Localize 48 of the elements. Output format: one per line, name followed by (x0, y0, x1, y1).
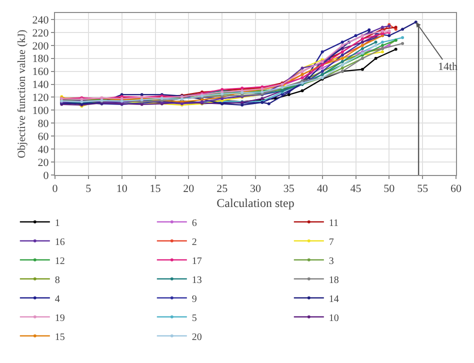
x-tick-label: 15 (150, 183, 162, 196)
x-tick-label: 35 (283, 183, 295, 196)
legend-label: 16 (54, 236, 65, 248)
legend-label: 1 (54, 218, 60, 229)
legend-label: 19 (54, 312, 65, 324)
y-tick-label: 40 (38, 144, 50, 156)
legend-label: 2 (192, 236, 197, 248)
x-tick-label: 0 (52, 183, 58, 196)
x-tick-label: 10 (116, 183, 128, 196)
legend-label: 12 (54, 256, 65, 267)
legend-label: 11 (328, 218, 339, 229)
legend-label: 7 (328, 236, 334, 248)
y-tick-label: 60 (38, 130, 50, 143)
legend-label: 3 (328, 256, 334, 267)
y-tick-label: 160 (32, 66, 50, 78)
legend-label: 18 (328, 274, 339, 286)
legend-label: 8 (54, 274, 60, 286)
y-tick-label: 120 (32, 92, 50, 104)
y-tick-label: 100 (32, 105, 50, 118)
y-tick-label: 200 (32, 40, 50, 52)
legend-label: 4 (54, 294, 60, 305)
y-tick-label: 80 (38, 118, 50, 130)
legend-label: 5 (192, 312, 197, 324)
x-tick-label: 25 (216, 183, 228, 196)
x-tick-label: 55 (417, 183, 429, 196)
x-tick-label: 50 (384, 183, 396, 196)
x-tick-label: 30 (250, 183, 262, 196)
legend-label: 9 (192, 294, 197, 305)
legend-label: 17 (192, 256, 202, 267)
legend-label: 15 (54, 332, 65, 343)
x-axis-title: Calculation step (216, 196, 294, 210)
y-tick-label: 20 (38, 156, 50, 169)
legend-label: 6 (192, 218, 197, 229)
x-tick-label: 20 (183, 183, 195, 196)
legend-label: 14 (328, 294, 339, 305)
legend-label: 13 (192, 274, 202, 286)
y-tick-label: 240 (32, 14, 50, 26)
y-tick-label: 180 (32, 53, 50, 66)
x-tick-label: 45 (350, 183, 362, 196)
x-tick-label: 60 (450, 183, 462, 196)
x-tick-label: 40 (316, 183, 328, 196)
y-axis-title: Objective function value (kJ) (16, 29, 28, 158)
y-tick-label: 220 (32, 27, 50, 40)
x-tick-label: 5 (86, 183, 92, 196)
legend-label: 20 (192, 332, 202, 343)
y-tick-label: 0 (43, 170, 50, 182)
y-tick-label: 140 (32, 79, 50, 92)
legend-label: 10 (328, 312, 339, 324)
